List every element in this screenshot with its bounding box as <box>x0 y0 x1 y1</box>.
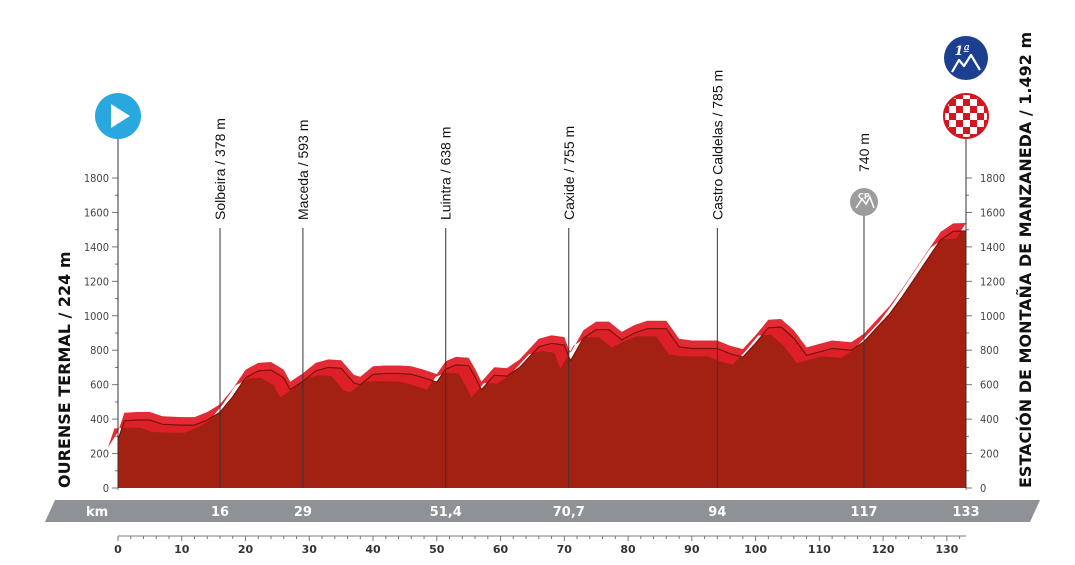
x-tick-label: 110 <box>808 543 831 556</box>
checkered-ring <box>943 93 989 139</box>
y-tick-label-left: 1800 <box>84 172 109 185</box>
x-tick-label: 50 <box>429 543 445 556</box>
waypoint-label: Luintra / 638 m <box>438 127 454 220</box>
profile-outline <box>117 230 967 440</box>
waypoint-label: Castro Caldelas / 785 m <box>709 70 725 220</box>
y-tick-label-left: 1000 <box>84 310 109 323</box>
checkered-cell <box>944 120 949 127</box>
climb-badge-text: 1ª <box>954 44 969 59</box>
checkered-cell <box>944 106 949 113</box>
checkered-cell <box>977 99 984 106</box>
km-band-value: 29 <box>294 505 312 520</box>
y-tick-label-right: 1600 <box>980 206 1005 219</box>
checkered-cell <box>944 134 949 138</box>
y-tick-label-right: 200 <box>980 448 999 461</box>
x-tick-label: 10 <box>174 543 190 556</box>
x-tick-label: 40 <box>365 543 381 556</box>
x-tick-label: 80 <box>620 543 636 556</box>
checkpoint-badge-text: CP <box>858 192 870 201</box>
y-tick-label-right: 1000 <box>980 310 1005 323</box>
checkered-cell <box>956 120 963 127</box>
start-label: OURENSE TERMAL / 224 m <box>55 251 74 488</box>
checkered-cell <box>977 127 984 134</box>
y-tick-label-left: 1600 <box>84 206 109 219</box>
y-tick-label-left: 200 <box>90 448 109 461</box>
checkered-cell <box>949 127 956 134</box>
y-tick-label-right: 800 <box>980 344 999 357</box>
y-tick-label-right: 1800 <box>980 172 1005 185</box>
play-icon-triangle <box>111 104 130 128</box>
y-tick-label-right: 1400 <box>980 241 1005 254</box>
x-tick-label: 60 <box>493 543 509 556</box>
km-band-unit: km <box>86 505 108 520</box>
checkered-cell <box>949 113 956 120</box>
km-band-value: 51,4 <box>430 505 462 520</box>
y-tick-label-left: 1400 <box>84 241 109 254</box>
y-tick-label-right: 0 <box>980 482 986 495</box>
km-band-value: 16 <box>211 505 229 520</box>
play-icon <box>95 93 141 139</box>
x-tick-label: 120 <box>872 543 895 556</box>
waypoint-label: Caxide / 755 m <box>561 126 577 220</box>
x-tick-label: 90 <box>684 543 700 556</box>
km-band-bar <box>45 500 1040 522</box>
y-tick-label-right: 400 <box>980 413 999 426</box>
y-tick-label-right: 600 <box>980 379 999 392</box>
km-band-value: 94 <box>708 505 726 520</box>
checkered-cell <box>963 127 970 134</box>
checkered-cell <box>970 106 977 113</box>
mountain-category-icon: 1ª <box>944 36 988 80</box>
checkered-cell <box>984 134 988 138</box>
km-band-value: 117 <box>850 505 877 520</box>
checkpoint-icon: CP <box>849 188 878 216</box>
y-tick-label-left: 400 <box>90 413 109 426</box>
checkered-cell <box>956 134 963 138</box>
km-band-value: 70,7 <box>553 505 585 520</box>
checkered-cell <box>963 99 970 106</box>
waypoint-markers: Solbeira / 378 m Maceda / 593 m Luintra / … <box>117 70 967 488</box>
checkpoint-mountain <box>855 195 875 209</box>
y-tick-label-left: 600 <box>90 379 109 392</box>
climb-badge-mountain <box>951 53 981 73</box>
x-tick-label: 0 <box>114 543 122 556</box>
finish-label: ESTACIÓN DE MONTAÑA DE MANZANEDA / 1.492… <box>1016 32 1035 488</box>
checkered-cell <box>963 113 970 120</box>
checkered-cell <box>949 99 956 106</box>
x-tick-label: 30 <box>302 543 318 556</box>
y-axis-right: 0 200 400 600 800 1000 1200 1400 1600 1800 <box>965 140 1005 495</box>
checkered-cell <box>984 94 988 99</box>
stage-icons: 1ª <box>95 36 989 139</box>
checkered-cell <box>977 113 984 120</box>
y-tick-label-left: 1200 <box>84 275 109 288</box>
x-tick-label: 130 <box>935 543 958 556</box>
checkered-cell <box>984 106 988 113</box>
x-tick-label: 100 <box>744 543 767 556</box>
y-axis-left: 0 200 400 600 800 1000 1200 1400 1600 1800 <box>84 140 119 495</box>
checkered-cell <box>944 94 949 99</box>
profile-fill <box>118 231 966 488</box>
checkered-cell <box>970 94 977 99</box>
checkered-cell <box>956 106 963 113</box>
waypoint-label: Maceda / 593 m <box>295 120 311 220</box>
x-tick-label: 70 <box>557 543 573 556</box>
checkered-cell <box>970 120 977 127</box>
checkered-flag-icon <box>943 93 989 139</box>
checkered-grid <box>944 94 988 138</box>
x-axis: 0 10 20 30 40 50 60 70 80 90 100 110 120 130 <box>114 535 966 556</box>
x-tick-label: 20 <box>238 543 254 556</box>
profile-area <box>108 223 967 488</box>
y-tick-label-left: 0 <box>103 482 109 495</box>
waypoint-label: 740 m <box>856 133 872 172</box>
km-band: km 16 29 51,4 70,7 94 117 133 <box>45 500 1040 522</box>
y-tick-label-right: 1200 <box>980 275 1005 288</box>
km-band-value: 133 <box>952 505 979 520</box>
checkered-cell <box>956 94 963 99</box>
waypoint-label: Solbeira / 378 m <box>212 118 228 220</box>
y-tick-label-left: 800 <box>90 344 109 357</box>
